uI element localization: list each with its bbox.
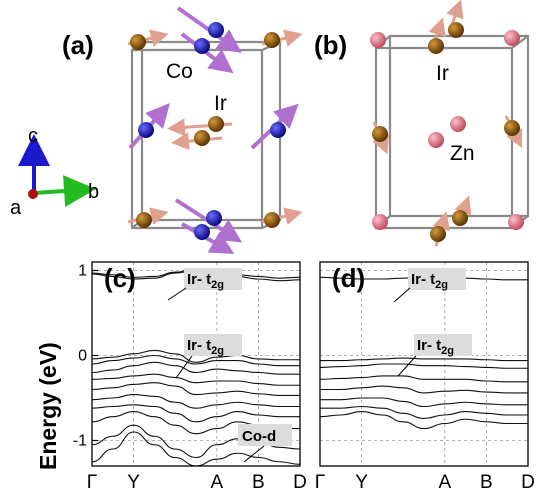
annotation-c-2-main: Ir- t <box>187 337 211 354</box>
annotation-d-1-main: Ir- t <box>411 271 435 288</box>
kpoint-label-d-4: D <box>521 472 535 493</box>
band-line-c-4 <box>91 361 300 375</box>
band-line-d-4 <box>320 385 528 394</box>
band-line-c-8 <box>91 404 300 423</box>
atom-label-ir-a: Ir <box>214 92 227 115</box>
plot-frame-c <box>91 261 301 467</box>
ytick-label-c-0: -1 <box>73 433 87 450</box>
atom-label-co: Co <box>166 60 193 83</box>
panel-a-label: (a) <box>62 30 94 60</box>
band-line-c-3 <box>91 354 300 367</box>
svg-text:Ir- t2g: Ir- t2g <box>411 271 448 291</box>
annotation-d-2-main: Ir- t <box>417 337 441 354</box>
kpoint-label-d-1: Y <box>355 472 368 493</box>
panel-b-label: (b) <box>314 30 347 60</box>
svg-text:Ir- t2g: Ir- t2g <box>187 271 224 291</box>
plot-frame-d <box>319 261 529 467</box>
annotation-d-2-sub: 2g <box>441 345 454 357</box>
annotation-c-2-sub: 2g <box>211 345 224 357</box>
band-line-d-3 <box>319 375 528 383</box>
annotation-c-1-sub: 2g <box>211 279 224 291</box>
svg-text:Ir- t2g: Ir- t2g <box>417 337 454 357</box>
crystal-axes: c b a <box>10 125 99 219</box>
band-line-d-5 <box>319 397 528 408</box>
band-line-c-2 <box>91 349 300 363</box>
panel-b-structure: (b) <box>314 0 530 247</box>
kpoint-label-c-3: B <box>252 472 265 493</box>
magnetic-moments-b <box>372 0 523 247</box>
annotation-c-1: Ir- t2g <box>167 268 242 301</box>
band-line-d-6 <box>320 405 528 419</box>
band-line-d-2 <box>319 363 528 369</box>
kpoint-label-c-1: Y <box>127 472 140 493</box>
panel-a-structure: (a) <box>10 6 303 254</box>
annotation-c-3-main: Co-d <box>242 428 276 445</box>
atoms-a <box>130 22 286 240</box>
atom-label-zn: Zn <box>450 142 475 165</box>
annotation-c-1-main: Ir- t <box>187 271 211 288</box>
kpoint-label-d-3: B <box>480 472 493 493</box>
kpoint-label-d-0: Γ <box>315 472 325 493</box>
band-line-c-6 <box>91 382 300 397</box>
band-line-d-1 <box>319 357 528 362</box>
atoms-b <box>370 22 524 242</box>
axis-b-label: b <box>88 181 99 203</box>
ytick-label-c-2: 1 <box>78 263 87 280</box>
kpoint-label-c-0: Γ <box>87 472 97 493</box>
axis-a-dot <box>28 189 38 199</box>
band-line-c-7 <box>91 394 300 409</box>
annotation-d-2: Ir- t2g <box>397 334 472 377</box>
kpoint-label-c-4: D <box>293 472 307 493</box>
panel-d-label: (d) <box>332 263 365 293</box>
ytick-label-c-1: 0 <box>78 348 87 365</box>
axis-a-label: a <box>10 197 22 219</box>
band-plot-c: -1 0 1 Γ Y A B D <box>73 261 307 493</box>
atom-label-ir-b: Ir <box>436 62 449 85</box>
y-axis-label: Energy (eV) <box>35 342 61 470</box>
kpoint-label-d-2: A <box>438 472 451 493</box>
annotation-c-3: Co-d <box>238 424 292 463</box>
annotation-c-2: Ir- t2g <box>175 334 242 379</box>
band-line-c-5 <box>91 373 300 386</box>
annotation-d-1: Ir- t2g <box>393 268 466 303</box>
annotation-d-1-sub: 2g <box>435 279 448 291</box>
axis-c-label: c <box>28 125 38 147</box>
kpoint-label-c-2: A <box>210 472 223 493</box>
band-line-d-7 <box>319 411 528 430</box>
panel-c-label: (c) <box>104 263 136 293</box>
svg-text:Ir- t2g: Ir- t2g <box>187 337 224 357</box>
axis-b-arrow <box>33 175 96 208</box>
